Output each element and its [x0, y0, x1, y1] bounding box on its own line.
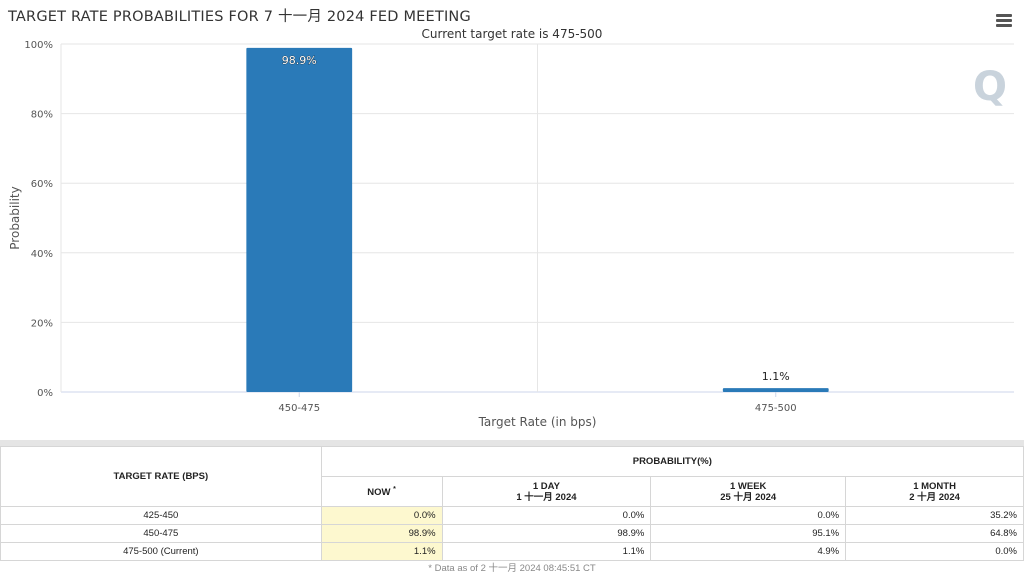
row-now-value: 98.9% — [320, 524, 443, 543]
col-now-asterisk: * — [393, 486, 396, 494]
data-label: 1.1% — [762, 370, 790, 383]
y-tick-label: 100% — [24, 40, 53, 51]
table-header-row: TARGET RATE (BPS) PROBABILITY(%) — [0, 446, 1024, 507]
y-tick-label: 80% — [31, 110, 53, 121]
data-label: 98.9% — [282, 54, 317, 67]
y-axis-title: Probability — [8, 186, 22, 249]
row-1day-value: 0.0% — [441, 506, 652, 525]
row-1month-value: 64.8% — [845, 524, 1024, 543]
row-rate-label: 475-500 (Current) — [0, 542, 322, 561]
y-tick-label: 20% — [31, 318, 53, 329]
probability-table: TARGET RATE (BPS) PROBABILITY(%) NOW * 1… — [0, 446, 1024, 561]
bar-475-500 — [722, 388, 829, 392]
row-1day-value: 1.1% — [441, 542, 652, 561]
col-1month-date: 2 十月 2024 — [909, 491, 960, 503]
row-1week-value: 4.9% — [650, 542, 847, 561]
bar-chart: Q 0% 20% 40% 60% 80% 100% 98.9% 450-475 1.1% 475-5… — [8, 40, 1014, 429]
col-1week-header: 1 WEEK 25 十月 2024 — [650, 476, 847, 507]
x-axis-title: Target Rate (in bps) — [478, 415, 597, 429]
col-1day-label: 1 DAY — [532, 480, 560, 492]
section-divider — [0, 440, 1024, 446]
row-1month-value: 35.2% — [845, 506, 1024, 525]
watermark-logo: Q — [973, 64, 1007, 110]
row-1month-value: 0.0% — [845, 542, 1024, 561]
col-1day-date: 1 十一月 2024 — [516, 491, 577, 503]
col-now-label: NOW — [367, 487, 391, 499]
row-now-value: 1.1% — [320, 542, 443, 561]
table-subheader-row: NOW * 1 DAY 1 十一月 2024 1 WEEK 25 十月 2024 1… — [1, 476, 1024, 507]
table-row: 475-500 (Current) 1.1% 1.1% 4.9% 0.0% — [0, 542, 1024, 561]
col-1week-date: 25 十月 2024 — [720, 491, 777, 503]
data-timestamp-footnote: * Data as of 2 十一月 2024 08:45:51 CT — [428, 563, 596, 574]
chart-panel: TARGET RATE PROBABILITIES FOR 7 十一月 2024… — [8, 9, 1014, 429]
hamburger-menu-icon[interactable] — [996, 14, 1012, 27]
col-1day-header: 1 DAY 1 十一月 2024 — [441, 476, 652, 507]
y-tick-label: 60% — [31, 179, 53, 190]
row-rate-label: 450-475 — [0, 524, 322, 543]
row-rate-label: 425-450 — [0, 506, 322, 525]
row-now-value: 0.0% — [320, 506, 443, 525]
row-1day-value: 98.9% — [441, 524, 652, 543]
row-1week-value: 95.1% — [650, 524, 847, 543]
rate-column-header: TARGET RATE (BPS) — [0, 446, 322, 507]
chart-title: TARGET RATE PROBABILITIES FOR 7 十一月 2024… — [8, 9, 471, 25]
probability-column-header: PROBABILITY(%) — [320, 446, 1024, 477]
col-1week-label: 1 WEEK — [730, 480, 767, 492]
col-1month-header: 1 MONTH 2 十月 2024 — [845, 476, 1024, 507]
x-tick-label: 450-475 — [278, 403, 320, 414]
chart-subtitle: Current target rate is 475-500 — [421, 27, 603, 41]
table-row: 450-475 98.9% 98.9% 95.1% 64.8% — [0, 524, 1024, 543]
x-tick-label: 475-500 — [755, 403, 797, 414]
row-1week-value: 0.0% — [650, 506, 847, 525]
y-tick-label: 0% — [37, 388, 53, 399]
col-now-header: NOW * — [320, 476, 443, 507]
bar-450-475 — [246, 47, 353, 392]
col-1month-label: 1 MONTH — [913, 480, 956, 492]
table-row: 425-450 0.0% 0.0% 0.0% 35.2% — [0, 506, 1024, 525]
y-tick-label: 40% — [31, 249, 53, 260]
